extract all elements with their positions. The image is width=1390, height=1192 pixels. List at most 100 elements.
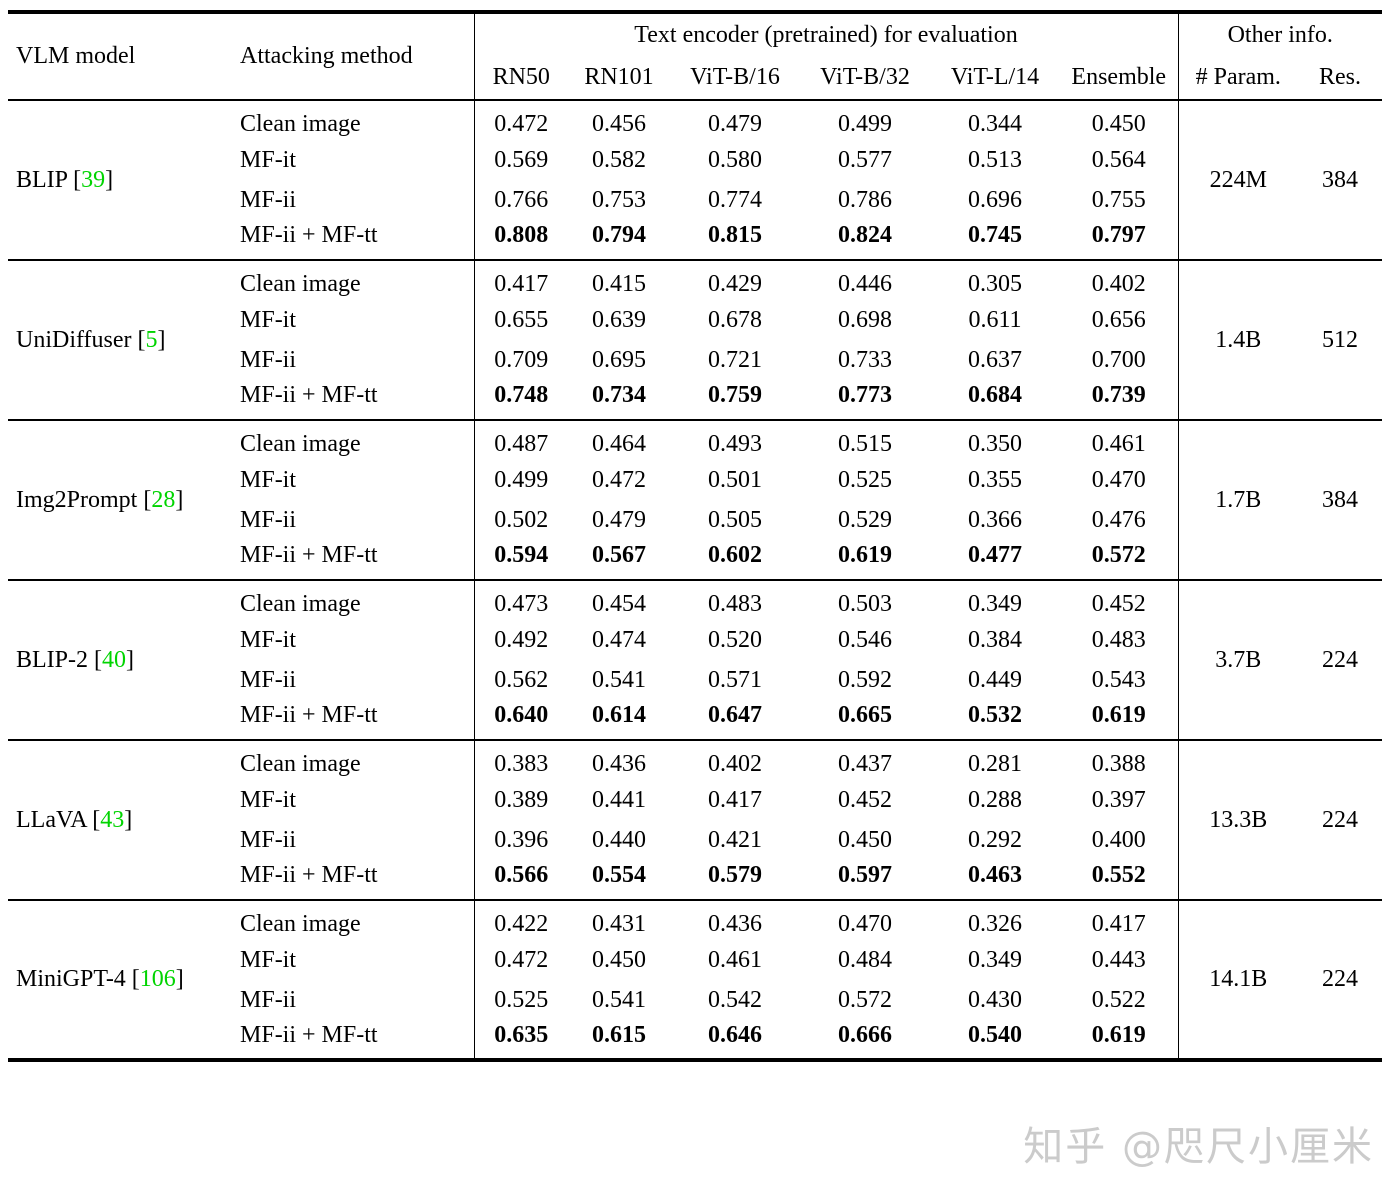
score-cell: 0.522 (1091, 986, 1146, 1013)
header-text-encoder-group: Text encoder (pretrained) for evaluation (473, 12, 1178, 56)
score-cell: 0.665 (838, 702, 892, 728)
attack-method-cell: MF-ii + MF-tt (240, 222, 378, 248)
score-cell: 0.461 (708, 946, 762, 973)
score-cell: 0.594 (473, 540, 568, 580)
table-row: MF-it 0.492 0.474 0.520 0.546 0.384 0.483 (8, 620, 1382, 660)
attack-method-cell: MF-it (240, 466, 297, 493)
score-cell: 0.503 (838, 591, 892, 617)
score-cell: 0.592 (838, 666, 892, 693)
score-cell: 0.502 (473, 500, 568, 540)
results-table: VLM model Attacking method Text encoder … (8, 10, 1382, 1062)
header-col-rn101: RN101 (584, 64, 654, 90)
table-row: MF-ii 0.502 0.479 0.505 0.529 0.366 0.476 (8, 500, 1382, 540)
header-col-vit-b16: ViT-B/16 (690, 64, 780, 90)
score-cell: 0.655 (473, 300, 568, 340)
score-cell: 0.619 (1091, 702, 1146, 728)
table-row: MF-ii + MF-tt 0.640 0.614 0.647 0.665 0.532 0.… (8, 700, 1382, 740)
attack-method-cell: MF-it (240, 786, 297, 813)
score-cell: 0.383 (473, 740, 568, 780)
table-row: MF-ii 0.709 0.695 0.721 0.733 0.637 0.700 (8, 340, 1382, 380)
score-cell: 0.493 (708, 431, 762, 457)
score-cell: 0.288 (968, 786, 1022, 813)
model-group: LLaVA [43] Clean image 0.383 0.436 0.402 0.43… (8, 740, 1382, 900)
attack-method-cell: MF-ii + MF-tt (240, 1021, 378, 1048)
score-cell: 0.513 (968, 146, 1022, 173)
score-cell: 0.580 (708, 146, 762, 173)
score-cell: 0.619 (838, 542, 892, 568)
score-cell: 0.430 (968, 986, 1022, 1013)
param-count-cell: 1.7B (1177, 420, 1298, 580)
score-cell: 0.543 (1091, 666, 1146, 693)
score-cell: 0.473 (473, 580, 568, 620)
score-cell: 0.436 (592, 751, 646, 777)
score-cell: 0.572 (1091, 542, 1146, 568)
score-cell: 0.474 (592, 626, 646, 653)
score-cell: 0.597 (838, 862, 892, 888)
score-cell: 0.422 (473, 900, 568, 940)
table-row: MF-ii + MF-tt 0.566 0.554 0.579 0.597 0.463 0.… (8, 860, 1382, 900)
score-cell: 0.619 (1091, 1021, 1146, 1048)
score-cell: 0.635 (473, 1020, 568, 1060)
score-cell: 0.450 (1091, 111, 1146, 137)
score-cell: 0.389 (473, 780, 568, 820)
score-cell: 0.824 (838, 222, 892, 248)
attack-method-cell: MF-ii (240, 346, 297, 373)
score-cell: 0.479 (592, 506, 646, 533)
attack-method-cell: MF-ii + MF-tt (240, 862, 378, 888)
score-cell: 0.415 (592, 271, 646, 297)
score-cell: 0.562 (473, 660, 568, 700)
score-cell: 0.483 (708, 591, 762, 617)
score-cell: 0.646 (708, 1021, 762, 1048)
score-cell: 0.773 (838, 382, 892, 408)
header-col-vit-l14: ViT-L/14 (950, 64, 1040, 90)
score-cell: 0.344 (968, 111, 1022, 137)
score-cell: 0.472 (473, 100, 568, 140)
resolution-cell: 384 (1322, 486, 1358, 513)
score-cell: 0.766 (473, 180, 568, 220)
param-count-cell: 13.3B (1177, 740, 1298, 900)
score-cell: 0.709 (473, 340, 568, 380)
header-col-rn50: RN50 (473, 56, 568, 100)
score-cell: 0.400 (1091, 826, 1146, 853)
score-cell: 0.520 (708, 626, 762, 653)
score-cell: 0.666 (838, 1021, 892, 1048)
header-attacking-method: Attacking method (240, 43, 413, 69)
score-cell: 0.639 (592, 306, 646, 333)
score-cell: 0.464 (592, 431, 646, 457)
score-cell: 0.774 (708, 186, 762, 213)
score-cell: 0.656 (1091, 306, 1146, 333)
score-cell: 0.759 (708, 382, 762, 408)
score-cell: 0.755 (1091, 186, 1146, 213)
score-cell: 0.436 (708, 911, 762, 937)
score-cell: 0.450 (838, 826, 892, 853)
score-cell: 0.417 (1091, 911, 1146, 937)
model-name-cell: MiniGPT-4 [106] (16, 966, 184, 992)
citation-number: 43 (100, 806, 125, 833)
score-cell: 0.417 (708, 786, 762, 813)
model-name-cell: LLaVA [43] (16, 806, 133, 833)
score-cell: 0.449 (968, 666, 1022, 693)
table-row: LLaVA [43] Clean image 0.383 0.436 0.402 0.43… (8, 740, 1382, 900)
score-cell: 0.748 (473, 380, 568, 420)
model-name-cell: BLIP-2 [40] (16, 646, 134, 673)
score-cell: 0.487 (473, 420, 568, 460)
score-cell: 0.441 (592, 786, 646, 813)
score-cell: 0.515 (838, 431, 892, 457)
resolution-cell: 512 (1322, 326, 1358, 353)
score-cell: 0.797 (1091, 222, 1146, 248)
citation-number: 40 (102, 646, 126, 673)
attack-method-cell: MF-ii (240, 186, 297, 213)
score-cell: 0.525 (838, 466, 892, 493)
table-row: MF-ii + MF-tt 0.748 0.734 0.759 0.773 0.684 0.… (8, 380, 1382, 420)
score-cell: 0.350 (968, 431, 1022, 457)
header-col-ensemble: Ensemble (1071, 64, 1167, 90)
resolution-cell: 384 (1322, 166, 1358, 193)
score-cell: 0.305 (968, 271, 1022, 297)
score-cell: 0.611 (968, 306, 1022, 333)
resolution-cell: 224 (1322, 806, 1358, 833)
table-row: MF-ii 0.766 0.753 0.774 0.786 0.696 0.755 (8, 180, 1382, 220)
score-cell: 0.571 (708, 666, 762, 693)
score-cell: 0.499 (473, 460, 568, 500)
score-cell: 0.700 (1091, 346, 1146, 373)
param-count-cell: 1.4B (1177, 260, 1298, 420)
